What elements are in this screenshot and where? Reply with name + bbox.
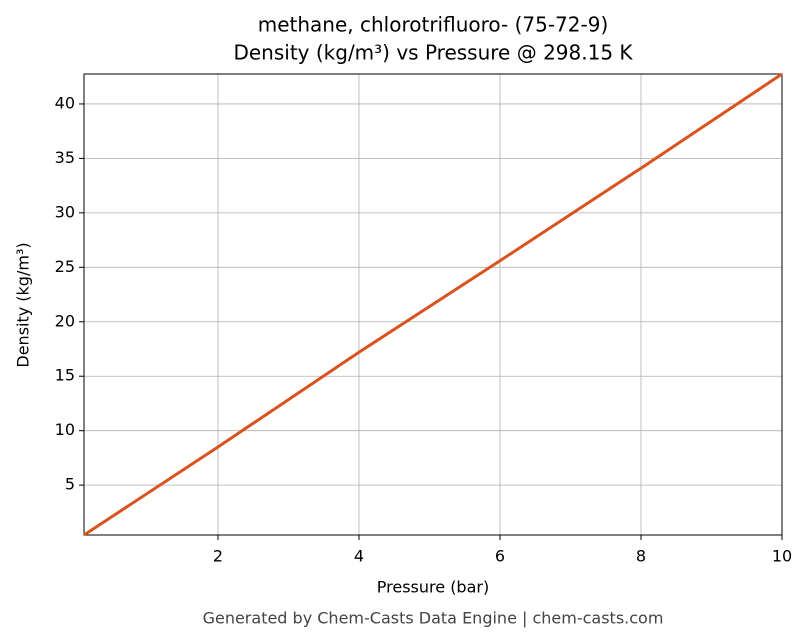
x-tick-label: 8: [636, 547, 646, 566]
x-tick-label: 2: [213, 547, 223, 566]
y-tick-label: 40: [55, 93, 75, 112]
chart-title: methane, chlorotrifluoro- (75-72-9): [258, 13, 609, 37]
y-axis-label: Density (kg/m³): [14, 242, 33, 367]
x-axis-label: Pressure (bar): [377, 578, 489, 597]
y-tick-label: 35: [55, 148, 75, 167]
y-tick-label: 30: [55, 202, 75, 221]
y-tick-label: 5: [65, 475, 75, 494]
plot-frame: [83, 73, 783, 536]
y-tick-label: 10: [55, 420, 75, 439]
y-tick-label: 15: [55, 366, 75, 385]
x-tick-label: 10: [772, 547, 792, 566]
footer: Generated by Chem-Casts Data Engine | ch…: [203, 609, 664, 628]
data-line: [83, 72, 783, 537]
x-tick-label: 6: [495, 547, 505, 566]
y-tick-label: 25: [55, 257, 75, 276]
x-tick-label: 4: [354, 547, 364, 566]
chart-subtitle: Density (kg/m³) vs Pressure @ 298.15 K: [233, 41, 633, 65]
y-tick-label: 20: [55, 311, 75, 330]
